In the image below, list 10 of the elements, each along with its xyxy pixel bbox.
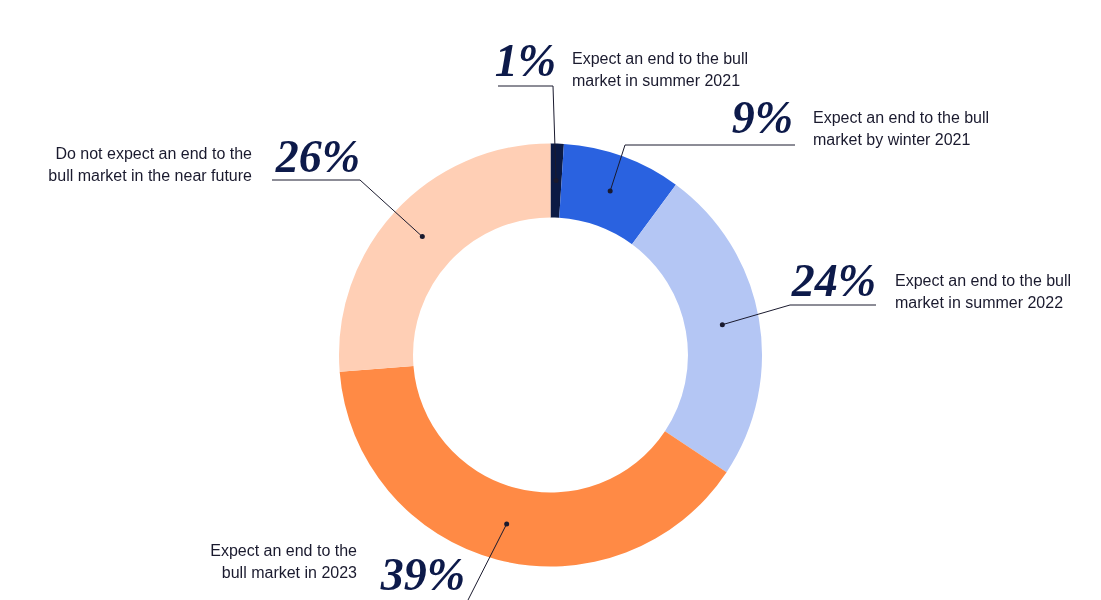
data-label: 9% xyxy=(731,92,793,143)
slice-label: Do not expect an end to the bull market in the near future xyxy=(48,145,253,185)
slice-label: Expect an end to the bull market in 2023 xyxy=(210,542,358,582)
data-label: 39% xyxy=(379,549,465,600)
slice-label: Expect an end to the bull market by winter 2021 xyxy=(813,109,990,149)
slice-label: Expect an end to the bull market in summer 2022 xyxy=(895,272,1072,312)
slice-label: Expect an end to the bull market in summer 2021 xyxy=(572,50,749,90)
data-label: 26% xyxy=(274,131,360,182)
data-label: 24% xyxy=(790,255,876,306)
data-label: 1% xyxy=(494,35,556,86)
